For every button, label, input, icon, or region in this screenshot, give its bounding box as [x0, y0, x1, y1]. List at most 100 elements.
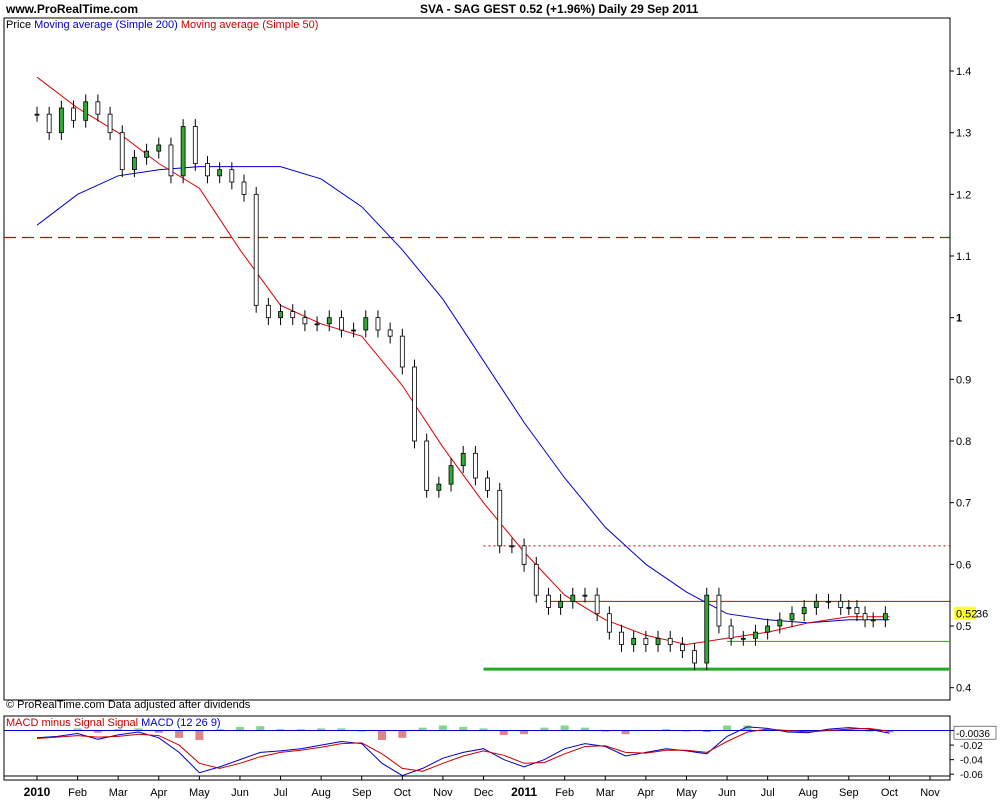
x-tick-label: Oct [881, 787, 898, 799]
macd-hist-bar [175, 730, 184, 738]
x-tick-label: Jun [231, 787, 249, 799]
price-candle [765, 625, 771, 633]
x-tick-label: Mar [109, 787, 128, 799]
macd-signal-line [36, 727, 890, 772]
last-price-suffix: 36 [976, 609, 988, 621]
macd-hist-bar [398, 730, 407, 738]
price-candle [95, 101, 101, 115]
macd-hist-bar [134, 728, 143, 731]
macd-hist-bar [723, 725, 732, 731]
price-candle [472, 452, 478, 479]
macd-hist-bar [337, 728, 346, 731]
price-candle [424, 440, 430, 491]
price-candle [862, 613, 868, 621]
price-candle [192, 126, 198, 164]
macd-hist-bar [154, 730, 163, 733]
price-candle [387, 329, 393, 337]
price-legend: Price Moving average (Simple 200) Moving… [6, 19, 318, 31]
price-candle [826, 600, 831, 603]
price-candle [582, 594, 588, 597]
price-candle [314, 323, 320, 326]
x-tick-label: 2011 [511, 785, 537, 799]
price-candle [497, 489, 503, 547]
price-candle [412, 366, 417, 442]
price-candle [716, 594, 722, 627]
price-y-tick-label: 0.7 [956, 498, 971, 510]
price-y-tick-label: 0.5 [956, 621, 971, 633]
price-candle [619, 631, 624, 645]
price-candle [253, 193, 259, 306]
price-candle [704, 594, 710, 664]
price-candle [460, 452, 466, 467]
price-candle [655, 637, 661, 645]
macd-hist-bar [276, 729, 285, 731]
x-tick-label: Nov [433, 787, 453, 799]
price-candle [740, 637, 746, 640]
macd-hist-bar [438, 725, 447, 731]
price-candle [485, 477, 490, 491]
price-candle [132, 156, 137, 171]
macd-legend: MACD minus Signal Signal MACD (12 26 9) [6, 717, 221, 729]
x-tick-label: Sep [839, 787, 859, 799]
price-y-tick-label: 0.4 [956, 683, 971, 695]
ma200-line [36, 166, 890, 624]
x-tick-label: Aug [798, 787, 818, 799]
price-candle [83, 101, 89, 121]
macd-hist-bar [479, 728, 488, 731]
price-candle [801, 607, 807, 615]
site-url[interactable]: www.ProRealTime.com [6, 2, 139, 16]
price-y-tick-label: 0.8 [956, 436, 971, 448]
macd-hist-bar [215, 729, 224, 731]
price-candle [448, 465, 454, 485]
x-tick-label: 2010 [24, 785, 51, 799]
price-candle [302, 317, 308, 325]
price-y-tick-label: 0.6 [956, 559, 971, 571]
footer-note: © ProRealTime.com Data adjusted after di… [6, 699, 251, 711]
price-candle [521, 545, 527, 565]
x-tick-label: Jun [718, 787, 736, 799]
macd-hist-bar [317, 728, 326, 731]
price-candle [180, 126, 186, 177]
macd-line [36, 726, 890, 777]
price-candle [777, 619, 783, 627]
price-candle [570, 594, 576, 602]
x-tick-label: Apr [637, 787, 654, 799]
price-candle [290, 311, 296, 319]
x-tick-label: Feb [555, 787, 574, 799]
price-candle [854, 607, 860, 615]
price-candle [692, 650, 697, 664]
price-candle [34, 113, 40, 116]
price-y-tick-label: 1.2 [956, 189, 971, 201]
price-candle [71, 107, 76, 121]
price-candle [278, 311, 283, 319]
price-candle [399, 335, 405, 368]
price-candle [229, 169, 235, 183]
x-tick-label: May [189, 787, 210, 799]
title-bar: www.ProRealTime.com SVA - SAG GEST 0.52 … [0, 0, 1000, 18]
macd-hist-bar [885, 730, 894, 733]
price-candle [846, 607, 852, 609]
price-candle [813, 600, 819, 608]
macd-panel-border [3, 715, 951, 781]
price-candle [265, 304, 271, 319]
macd-hist-bar [114, 729, 123, 731]
macd-hist-bar [378, 730, 387, 740]
macd-hist-bar [418, 727, 427, 731]
legend-price: Price [6, 19, 32, 31]
macd-legend-macd: MACD (12 26 9) [141, 717, 221, 729]
price-candle [339, 317, 344, 331]
price-candle [241, 181, 247, 195]
macd-hist-bar [520, 730, 529, 735]
x-tick-label: Sep [352, 787, 372, 799]
price-candle [679, 644, 685, 652]
macd-legend-hist: MACD minus Signal [6, 717, 105, 729]
price-candle [363, 317, 369, 331]
price-candle [838, 600, 844, 608]
macd-y-tick-label: -0.04 [960, 756, 983, 767]
price-candle [882, 613, 888, 621]
price-candle [631, 637, 637, 645]
price-y-tick-label: 1.1 [956, 251, 971, 263]
chart-title: SVA - SAG GEST 0.52 (+1.96%) Daily 29 Se… [420, 2, 699, 16]
price-y-tick-label: 0.9 [956, 374, 971, 386]
